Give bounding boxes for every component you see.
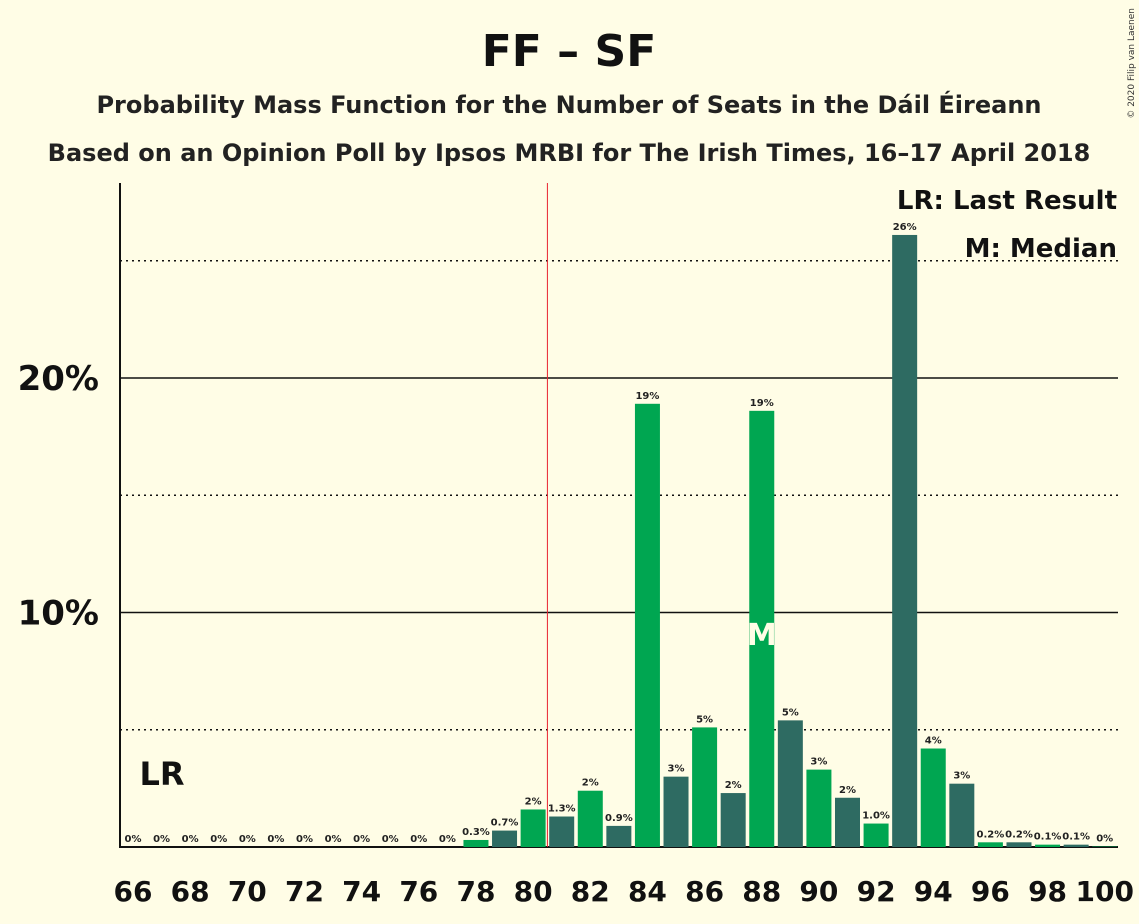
x-tick-label: 66 xyxy=(114,875,153,908)
legend-median: M: Median xyxy=(965,234,1117,264)
x-tick-label: 86 xyxy=(685,875,724,908)
bar-86 xyxy=(692,727,718,847)
bar-84 xyxy=(634,403,660,847)
data-label-75: 0% xyxy=(382,834,399,845)
bars: 0% 0% 0% 0% 0% 0% 0% 0% 0% 0% 0% 0% 0.3%0.7% 2% 1.3% 2%… xyxy=(125,222,1118,847)
annotations: M xyxy=(546,183,777,847)
x-tick-label: 76 xyxy=(399,875,438,908)
bar-91 xyxy=(835,797,860,847)
data-label-76: 0% xyxy=(410,834,427,845)
data-label-82: 2% xyxy=(582,778,599,789)
data-label-93: 26% xyxy=(893,222,917,233)
y-tick-label: 20% xyxy=(18,359,99,399)
data-label-67: 0% xyxy=(153,834,170,845)
x-tick-label: 90 xyxy=(799,875,838,908)
bar-98 xyxy=(1035,844,1061,847)
bar-81 xyxy=(549,816,575,847)
data-label-98: 0.1% xyxy=(1034,832,1062,843)
x-tick-label: 82 xyxy=(571,875,610,908)
copyright-credit: © 2020 Filip van Laenen xyxy=(1127,8,1137,119)
data-label-87: 2% xyxy=(725,780,742,791)
x-tick-label: 100 xyxy=(1075,875,1133,908)
x-tick-label: 68 xyxy=(171,875,210,908)
data-label-71: 0% xyxy=(267,834,284,845)
data-label-95: 3% xyxy=(953,771,970,782)
chart-subtitle-poll: Based on an Opinion Poll by Ipsos MRBI f… xyxy=(48,139,1091,167)
bar-90 xyxy=(806,769,832,847)
data-label-80: 2% xyxy=(525,796,542,807)
chart-title: FF – SF xyxy=(482,26,657,77)
bar-79 xyxy=(492,830,518,847)
bar-83 xyxy=(606,825,632,847)
bar-95 xyxy=(949,783,975,847)
data-label-96: 0.2% xyxy=(977,829,1005,840)
gridlines: 10% 20% 66 68 70 72 74 76 78 80 82 84 86 88 90 92 94 96 98… xyxy=(18,183,1134,908)
data-label-92: 1.0% xyxy=(862,811,890,822)
data-label-81: 1.3% xyxy=(548,804,576,815)
data-label-85: 3% xyxy=(668,764,685,775)
data-label-86: 5% xyxy=(696,714,713,725)
y-tick-label: 10% xyxy=(18,594,99,634)
x-tick-label: 74 xyxy=(342,875,381,908)
data-label-88: 19% xyxy=(750,398,774,409)
data-label-70: 0% xyxy=(239,834,256,845)
data-label-99: 0.1% xyxy=(1062,832,1090,843)
x-tick-label: 96 xyxy=(971,875,1010,908)
x-tick-label: 94 xyxy=(914,875,953,908)
data-label-83: 0.9% xyxy=(605,813,633,824)
bar-82 xyxy=(577,790,603,847)
bar-94 xyxy=(920,748,946,847)
bar-88 xyxy=(749,410,775,847)
bar-85 xyxy=(663,776,689,847)
x-tick-label: 98 xyxy=(1028,875,1067,908)
x-tick-label: 88 xyxy=(742,875,781,908)
data-label-69: 0% xyxy=(210,834,227,845)
bar-87 xyxy=(720,793,746,847)
data-label-100: 0% xyxy=(1096,834,1113,845)
x-tick-label: 84 xyxy=(628,875,667,908)
bar-89 xyxy=(777,720,803,847)
bar-99 xyxy=(1063,844,1089,847)
bar-93 xyxy=(892,234,918,847)
data-label-68: 0% xyxy=(182,834,199,845)
x-tick-label: 80 xyxy=(514,875,553,908)
data-label-89: 5% xyxy=(782,707,799,718)
bar-96 xyxy=(977,842,1003,847)
bar-78 xyxy=(463,839,489,847)
data-label-79: 0.7% xyxy=(491,818,519,829)
x-tick-label: 78 xyxy=(456,875,495,908)
data-label-94: 4% xyxy=(925,736,942,747)
x-tick-label: 70 xyxy=(228,875,267,908)
data-label-84: 19% xyxy=(635,391,659,402)
chart-subtitle: Probability Mass Function for the Number… xyxy=(96,90,1041,119)
data-label-66: 0% xyxy=(125,834,142,845)
x-tick-label: 72 xyxy=(285,875,324,908)
legend-last-result: LR: Last Result xyxy=(897,186,1117,216)
last-result-marker: LR xyxy=(139,755,184,793)
data-label-73: 0% xyxy=(325,834,342,845)
data-label-78: 0.3% xyxy=(462,827,490,838)
data-label-77: 0% xyxy=(439,834,456,845)
data-label-74: 0% xyxy=(353,834,370,845)
data-label-90: 3% xyxy=(810,757,827,768)
data-label-72: 0% xyxy=(296,834,313,845)
bar-80 xyxy=(520,809,546,847)
bar-92 xyxy=(863,823,889,847)
x-tick-label: 92 xyxy=(857,875,896,908)
data-label-91: 2% xyxy=(839,785,856,796)
data-label-97: 0.2% xyxy=(1005,829,1033,840)
bar-97 xyxy=(1006,842,1032,847)
median-marker: M xyxy=(747,618,777,653)
